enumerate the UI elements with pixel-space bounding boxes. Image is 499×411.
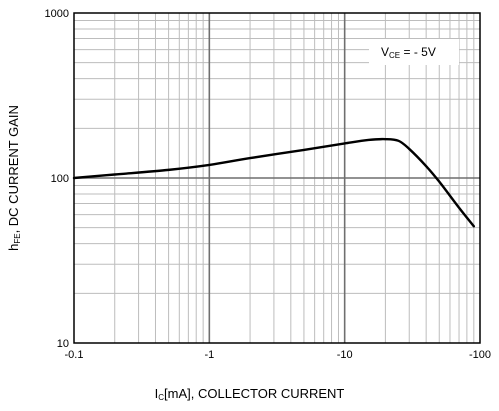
major-grid	[74, 13, 480, 343]
annotation-subscript: CE	[389, 51, 400, 60]
annotation-prefix: V	[381, 45, 389, 59]
y-axis-label-suffix: , DC CURRENT GAIN	[6, 105, 21, 234]
y-tick-label: 100	[51, 173, 69, 185]
x-tick-labels: -0.1 -1 -10 -100	[65, 349, 492, 361]
annotation-box: VCE = - 5V	[369, 39, 459, 65]
x-tick-label: -0.1	[65, 349, 84, 361]
y-tick-label: 10	[57, 338, 69, 350]
y-axis-label-container: hFE, DC CURRENT GAIN	[2, 0, 26, 411]
annotation-suffix: = - 5V	[400, 45, 436, 59]
series-line	[72, 137, 476, 228]
x-axis-label-subscript: C	[158, 393, 165, 402]
y-tick-label: 1000	[45, 8, 69, 20]
x-axis-label: IC[mA], COLLECTOR CURRENT	[0, 386, 499, 402]
x-tick-label: -10	[337, 349, 353, 361]
y-axis-label-subscript: FE	[13, 233, 22, 244]
x-tick-label: -100	[469, 349, 491, 361]
y-axis-label-prefix: h	[6, 243, 21, 251]
x-tick-label: -1	[204, 349, 214, 361]
x-axis-label-suffix: [mA], COLLECTOR CURRENT	[164, 386, 345, 401]
x-axis-label-prefix: I	[154, 386, 159, 401]
svg-text:VCE = - 5V: VCE = - 5V	[381, 45, 436, 60]
y-tick-labels: 10 100 1000	[45, 8, 69, 350]
y-axis-label: hFE, DC CURRENT GAIN	[6, 105, 22, 251]
